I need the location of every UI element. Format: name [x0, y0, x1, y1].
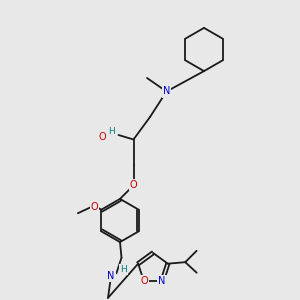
Text: N: N [163, 86, 170, 97]
Text: N: N [158, 276, 166, 286]
Text: O: O [140, 276, 148, 286]
Text: O: O [98, 131, 106, 142]
Text: H: H [120, 265, 127, 274]
Text: O: O [91, 202, 98, 212]
Text: H: H [108, 128, 115, 136]
Text: N: N [107, 271, 115, 281]
Text: O: O [130, 180, 137, 190]
